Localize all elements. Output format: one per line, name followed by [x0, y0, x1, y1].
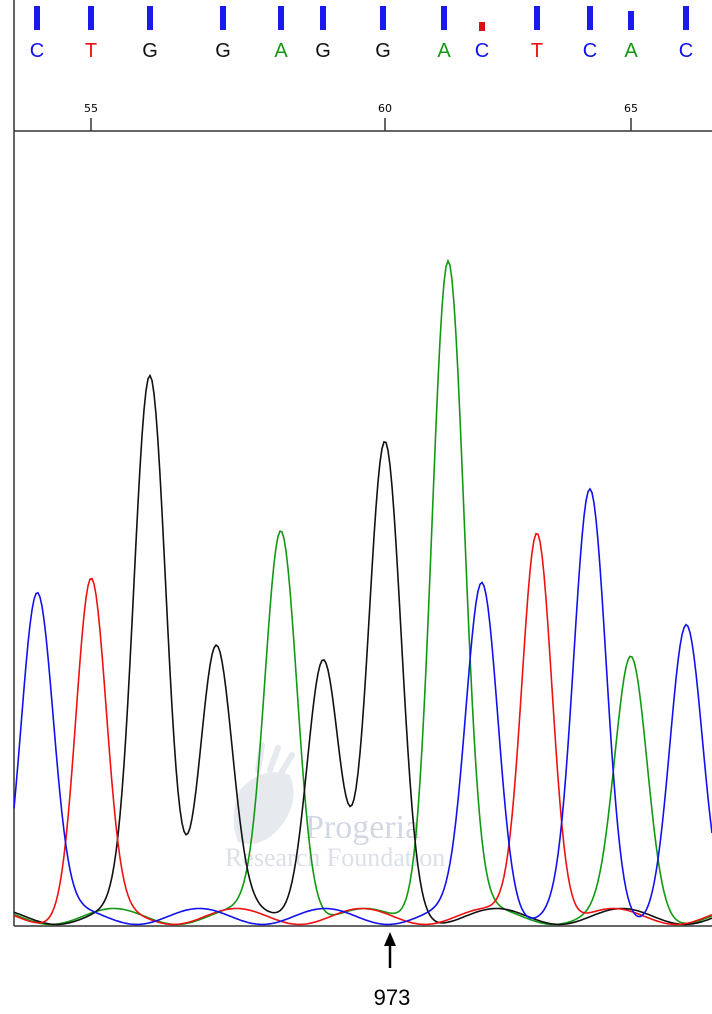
base-letter-1: T — [85, 40, 97, 62]
ruler-tick-label-65: 65 — [624, 102, 638, 115]
base-letter-11: A — [624, 40, 638, 62]
ruler-tick-label-60: 60 — [378, 102, 392, 115]
trace-T — [13, 532, 712, 926]
trace-C — [13, 487, 712, 926]
quality-bar-0 — [34, 6, 40, 30]
base-letter-5: G — [315, 40, 331, 62]
quality-bar-5 — [320, 6, 326, 30]
position-annotation-label: 973 — [373, 985, 411, 1010]
base-letter-10: C — [583, 40, 597, 62]
base-letter-12: C — [679, 40, 693, 62]
hand-logo-icon — [233, 742, 295, 844]
quality-bar-10 — [587, 6, 593, 30]
base-letter-7: A — [437, 40, 451, 62]
quality-bar-11 — [628, 11, 634, 30]
quality-bar-1 — [88, 6, 94, 30]
quality-bar-9 — [534, 6, 540, 30]
position-arrow — [384, 932, 396, 968]
base-letter-6: G — [375, 40, 391, 62]
quality-bar-8 — [479, 22, 485, 31]
base-letter-3: G — [215, 40, 231, 62]
quality-bar-3 — [220, 6, 226, 30]
quality-bar-4 — [278, 6, 284, 30]
base-letter-9: T — [531, 40, 543, 62]
base-letter-2: G — [142, 40, 158, 62]
base-letter-0: C — [30, 40, 44, 62]
position-ruler: 55 60 65 — [14, 102, 712, 132]
quality-bar-7 — [441, 6, 447, 30]
quality-bar-12 — [683, 6, 689, 30]
ruler-tick-label-55: 55 — [84, 102, 98, 115]
base-letter-4: A — [274, 40, 288, 62]
quality-bar-2 — [147, 6, 153, 30]
watermark-line2: Research Foundation — [225, 843, 445, 872]
trace-curves — [13, 258, 712, 926]
base-letter-8: C — [475, 40, 489, 62]
trace-frame — [13, 0, 712, 927]
base-quality-bars — [34, 6, 689, 31]
watermark-logo: Progeria Research Foundation — [225, 742, 445, 872]
arrow-up-icon — [384, 932, 396, 946]
quality-bar-6 — [380, 6, 386, 30]
watermark-line1: Progeria — [305, 809, 420, 846]
trace-G — [13, 373, 712, 926]
